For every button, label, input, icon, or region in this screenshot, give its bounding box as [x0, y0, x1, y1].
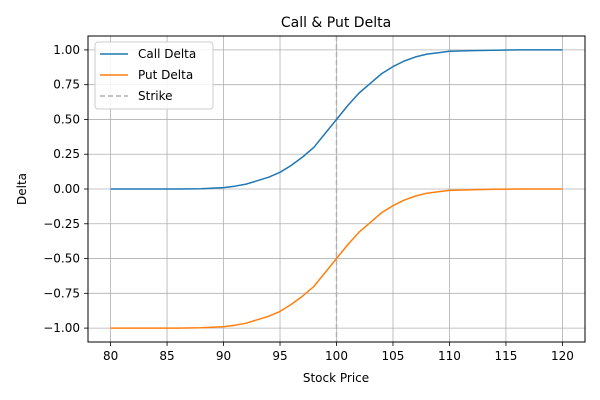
legend-label-put-delta: Put Delta	[138, 68, 193, 82]
legend: Call Delta Put Delta Strike	[94, 41, 214, 110]
x-tick-label: 90	[216, 349, 231, 363]
x-tick-label: 100	[325, 349, 348, 363]
y-axis-label: Delta	[15, 173, 29, 205]
y-tick-label: −0.75	[43, 286, 80, 300]
x-tick-label: 105	[382, 349, 405, 363]
y-tick-label: 0.75	[53, 78, 80, 92]
legend-label-strike: Strike	[138, 89, 173, 103]
y-tick-label: 0.50	[53, 112, 80, 126]
y-tick-label: −1.00	[43, 321, 80, 335]
y-tick-label: −0.25	[43, 217, 80, 231]
y-tick-label: 0.00	[53, 182, 80, 196]
put-delta-line	[110, 188, 563, 329]
chart-title: Call & Put Delta	[281, 15, 391, 31]
x-tick-label: 110	[438, 349, 461, 363]
x-tick-label: 115	[494, 349, 517, 363]
y-tick-label: 1.00	[53, 43, 80, 57]
x-tick-label: 120	[551, 349, 574, 363]
legend-box	[94, 41, 214, 110]
axis-ticks: 80 85 90 95 100 105 110 115 120 −1.00 −0.75 −0.50 −0…	[43, 43, 574, 363]
y-tick-label: 0.25	[53, 147, 80, 161]
x-tick-label: 80	[103, 349, 118, 363]
y-tick-label: −0.50	[43, 252, 80, 266]
legend-label-call-delta: Call Delta	[138, 47, 196, 61]
x-tick-label: 95	[272, 349, 287, 363]
series-lines	[110, 49, 563, 329]
x-axis-label: Stock Price	[303, 371, 369, 385]
x-tick-label: 85	[159, 349, 174, 363]
call-delta-line	[110, 49, 563, 190]
